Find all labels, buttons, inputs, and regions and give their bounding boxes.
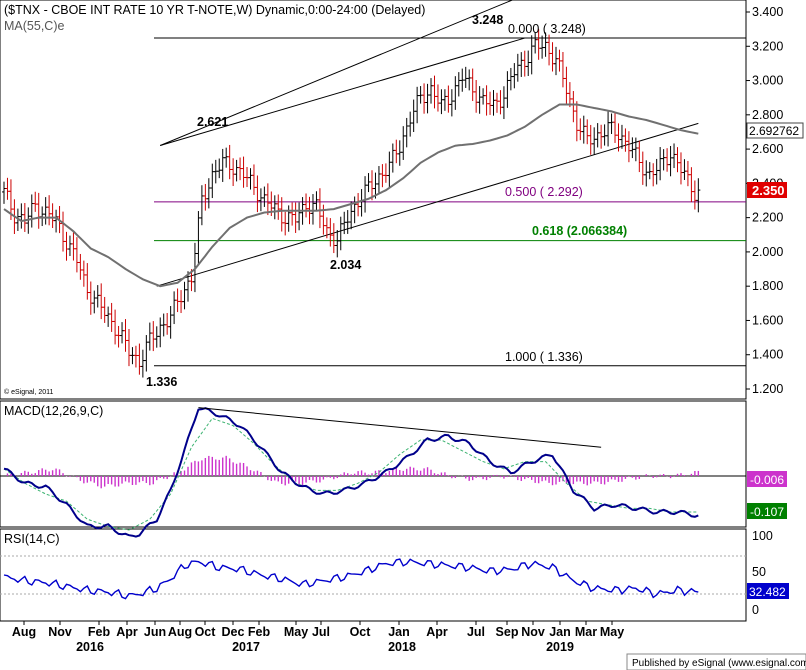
- trendline: [160, 0, 514, 146]
- macd-value: -0.006: [750, 473, 784, 487]
- macd-line: [3, 407, 699, 538]
- price-tick-label: 2.800: [752, 108, 783, 122]
- x-month-label: Sep: [496, 625, 519, 639]
- fib-1000-label: 1.000 ( 1.336): [505, 350, 583, 364]
- x-month-label: Jul: [467, 625, 485, 639]
- x-month-label: Aug: [12, 625, 36, 639]
- x-month-label: Oct: [350, 625, 372, 639]
- axis-layer: 3.4003.2003.0002.8002.6002.4002.2002.000…: [12, 5, 783, 654]
- x-month-label: Jun: [144, 625, 166, 639]
- macd-layer: [0, 407, 746, 538]
- x-year-label: 2016: [76, 640, 104, 654]
- price-tick-label: 3.200: [752, 39, 783, 53]
- price-tick-label: 2.600: [752, 142, 783, 156]
- x-month-label: May: [600, 625, 624, 639]
- fib-0-label: 0.000 ( 3.248): [508, 22, 586, 36]
- x-month-label: Jan: [388, 625, 410, 639]
- price-tick-label: 2.000: [752, 245, 783, 259]
- signal-badge: [747, 503, 787, 519]
- peak-annotation: 3.248: [472, 13, 503, 27]
- x-year-label: 2019: [546, 640, 574, 654]
- fib-618-label: 0.618 (2.066384): [532, 224, 627, 238]
- macd-trendline: [198, 407, 602, 448]
- rsi-layer: [0, 555, 746, 600]
- publisher-label: Published by eSignal (www.esignal.com): [632, 658, 806, 669]
- price-value: 2.350: [752, 183, 785, 198]
- x-month-label: Oct: [195, 625, 217, 639]
- price-layer: [2, 0, 746, 378]
- chart-title: ($TNX - CBOE INT RATE 10 YR T-NOTE,W) Dy…: [4, 3, 425, 17]
- price-tick-label: 3.000: [752, 74, 783, 88]
- price-tick-label: 1.600: [752, 313, 783, 327]
- rsi-badge: [747, 583, 789, 599]
- publisher-box: [626, 653, 806, 670]
- trendline: [156, 122, 699, 287]
- x-year-label: 2018: [388, 640, 416, 654]
- fib-500-label: 0.500 ( 2.292): [505, 185, 583, 199]
- x-month-label: Dec: [222, 625, 245, 639]
- x-month-label: Jul: [312, 625, 330, 639]
- rsi-tick-label: 50: [752, 565, 766, 579]
- x-month-label: Nov: [48, 625, 72, 639]
- macd-title: MACD(12,26,9,C): [4, 404, 103, 418]
- price-tick-label: 3.400: [752, 5, 783, 19]
- rsi-tick-label: 0: [752, 603, 759, 617]
- macd-badge: [747, 471, 787, 487]
- x-month-label: Mar: [575, 625, 597, 639]
- copyright-label: © eSignal, 2011: [4, 388, 54, 396]
- price-tick-label: 2.200: [752, 211, 783, 225]
- trendline: [160, 37, 525, 146]
- rsi-tick-label: 100: [752, 529, 773, 543]
- ma-value: 2.692762: [749, 124, 799, 138]
- bottom-annotation: 1.336: [146, 375, 177, 389]
- rsi-line: [3, 558, 699, 600]
- x-month-label: Jan: [549, 625, 571, 639]
- price-tick-label: 1.800: [752, 279, 783, 293]
- x-month-label: Aug: [168, 625, 192, 639]
- x-year-label: 2017: [232, 640, 260, 654]
- price-tick-label: 1.200: [752, 382, 783, 396]
- rsi-title: RSI(14,C): [4, 532, 60, 546]
- price-badge: [747, 182, 787, 198]
- x-month-label: Feb: [88, 625, 111, 639]
- x-month-label: Feb: [248, 625, 271, 639]
- macd-panel: [0, 400, 747, 528]
- price-tick-label: 1.400: [752, 348, 783, 362]
- rsi-value: 32.482: [749, 585, 786, 599]
- high-annotation: 2.621: [197, 115, 228, 129]
- x-month-label: Nov: [521, 625, 545, 639]
- x-month-label: Apr: [116, 625, 138, 639]
- rsi-panel: [0, 528, 747, 622]
- x-month-label: Apr: [426, 625, 448, 639]
- price-panel: [0, 0, 747, 400]
- ma-line: [3, 103, 699, 288]
- ma-value-badge: [746, 122, 804, 139]
- ma-label: MA(55,C)e: [4, 19, 64, 33]
- signal-value: -0.107: [750, 505, 784, 519]
- low-annotation: 2.034: [330, 258, 361, 272]
- x-month-label: May: [284, 625, 308, 639]
